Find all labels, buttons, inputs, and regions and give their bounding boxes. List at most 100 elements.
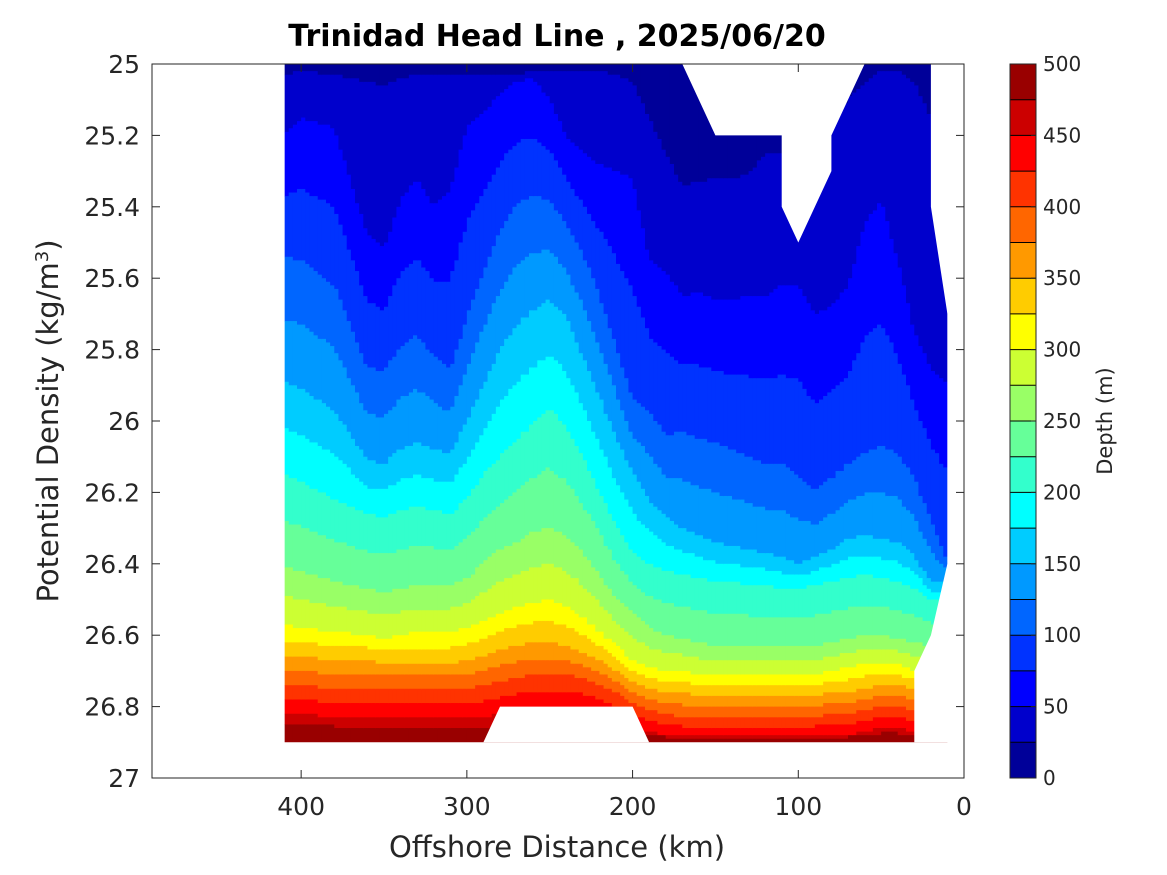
contour-cell (864, 720, 870, 733)
contour-cell (856, 246, 862, 354)
contour-cell (587, 513, 592, 561)
contour-cell (881, 731, 886, 743)
contour-cell (748, 728, 754, 736)
contour-cell (504, 695, 509, 715)
contour-cell (665, 545, 671, 572)
contour-cell (686, 606, 692, 640)
contour-cell (769, 728, 775, 736)
contour-cell (678, 692, 683, 704)
contour-cell (582, 360, 588, 411)
no-data-region (914, 64, 964, 743)
contour-cell (421, 610, 427, 633)
contour-cell (578, 64, 584, 72)
contour-cell (425, 396, 431, 447)
contour-cell (806, 738, 812, 743)
contour-cell (906, 585, 911, 615)
contour-cell (740, 738, 746, 743)
contour-cell (595, 342, 601, 394)
contour-cell (433, 703, 439, 718)
contour-cell (346, 645, 352, 661)
contour-cell (570, 438, 576, 490)
contour-cell (806, 520, 812, 561)
contour-cell (342, 717, 348, 729)
contour-cell (678, 181, 683, 294)
contour-cell (682, 363, 688, 433)
contour-cell (790, 695, 795, 708)
contour-cell (765, 695, 770, 708)
contour-cell (404, 703, 410, 718)
contour-cell (512, 442, 518, 493)
contour-cell (798, 695, 804, 708)
contour-cell (313, 713, 319, 726)
contour-cell (756, 660, 762, 676)
contour-cell (384, 517, 389, 554)
contour-cell (736, 735, 741, 740)
contour-cell (665, 156, 671, 276)
contour-cell (342, 688, 348, 704)
contour-cell (831, 738, 837, 743)
contour-cell (450, 728, 456, 743)
contour-cell (831, 642, 837, 658)
contour-cell (831, 610, 837, 643)
contour-cell (682, 728, 688, 736)
contour-cell (674, 681, 679, 693)
contour-cell (872, 492, 878, 540)
x-tick-label: 300 (443, 792, 491, 821)
contour-cell (624, 499, 630, 543)
contour-cell (694, 695, 700, 708)
contour-cell (864, 688, 870, 701)
contour-cell (388, 485, 393, 515)
contour-cell (442, 410, 447, 454)
contour-cell (669, 735, 675, 740)
contour-cell (918, 346, 924, 422)
contour-cell (777, 374, 783, 465)
contour-cell (914, 520, 920, 561)
contour-cell (703, 674, 708, 686)
contour-cell (736, 728, 741, 736)
contour-cell (553, 674, 559, 693)
contour-cell (715, 717, 721, 729)
contour-cell (661, 670, 667, 683)
contour-cell (301, 324, 306, 390)
contour-cell (723, 545, 729, 565)
contour-cell (433, 281, 439, 358)
contour-cell (512, 663, 518, 679)
contour-cell (868, 556, 874, 576)
contour-cell (545, 96, 551, 151)
contour-cell (284, 595, 290, 626)
contour-cell (906, 613, 911, 643)
contour-cell (384, 488, 389, 518)
contour-cell (802, 738, 808, 743)
contour-cell (661, 542, 667, 572)
contour-cell (719, 738, 725, 743)
contour-cell (578, 635, 584, 654)
contour-cell (504, 281, 509, 340)
contour-cell (483, 620, 489, 640)
contour-cell (872, 538, 878, 558)
contour-cell (284, 131, 290, 197)
contour-cell (475, 656, 480, 672)
contour-cell (603, 456, 609, 504)
contour-cell (777, 570, 783, 590)
contour-cell (785, 674, 791, 686)
contour-cell (582, 617, 588, 636)
contour-cell (777, 695, 783, 708)
contour-cell (512, 695, 518, 711)
contour-cell (417, 506, 422, 547)
contour-cell (495, 581, 501, 615)
contour-cell (703, 438, 708, 490)
contour-cell (326, 342, 331, 408)
contour-cell (868, 78, 874, 215)
contour-cell (292, 685, 298, 701)
contour-cell (334, 688, 340, 704)
contour-cell (877, 64, 882, 72)
contour-cell (636, 663, 642, 676)
contour-cell (889, 649, 895, 665)
contour-cell (703, 538, 708, 561)
contour-cell (591, 656, 596, 672)
contour-cell (292, 64, 298, 72)
contour-cell (421, 506, 427, 547)
contour-cell (384, 413, 389, 465)
contour-cell (408, 585, 414, 611)
contour-cell (889, 542, 895, 561)
